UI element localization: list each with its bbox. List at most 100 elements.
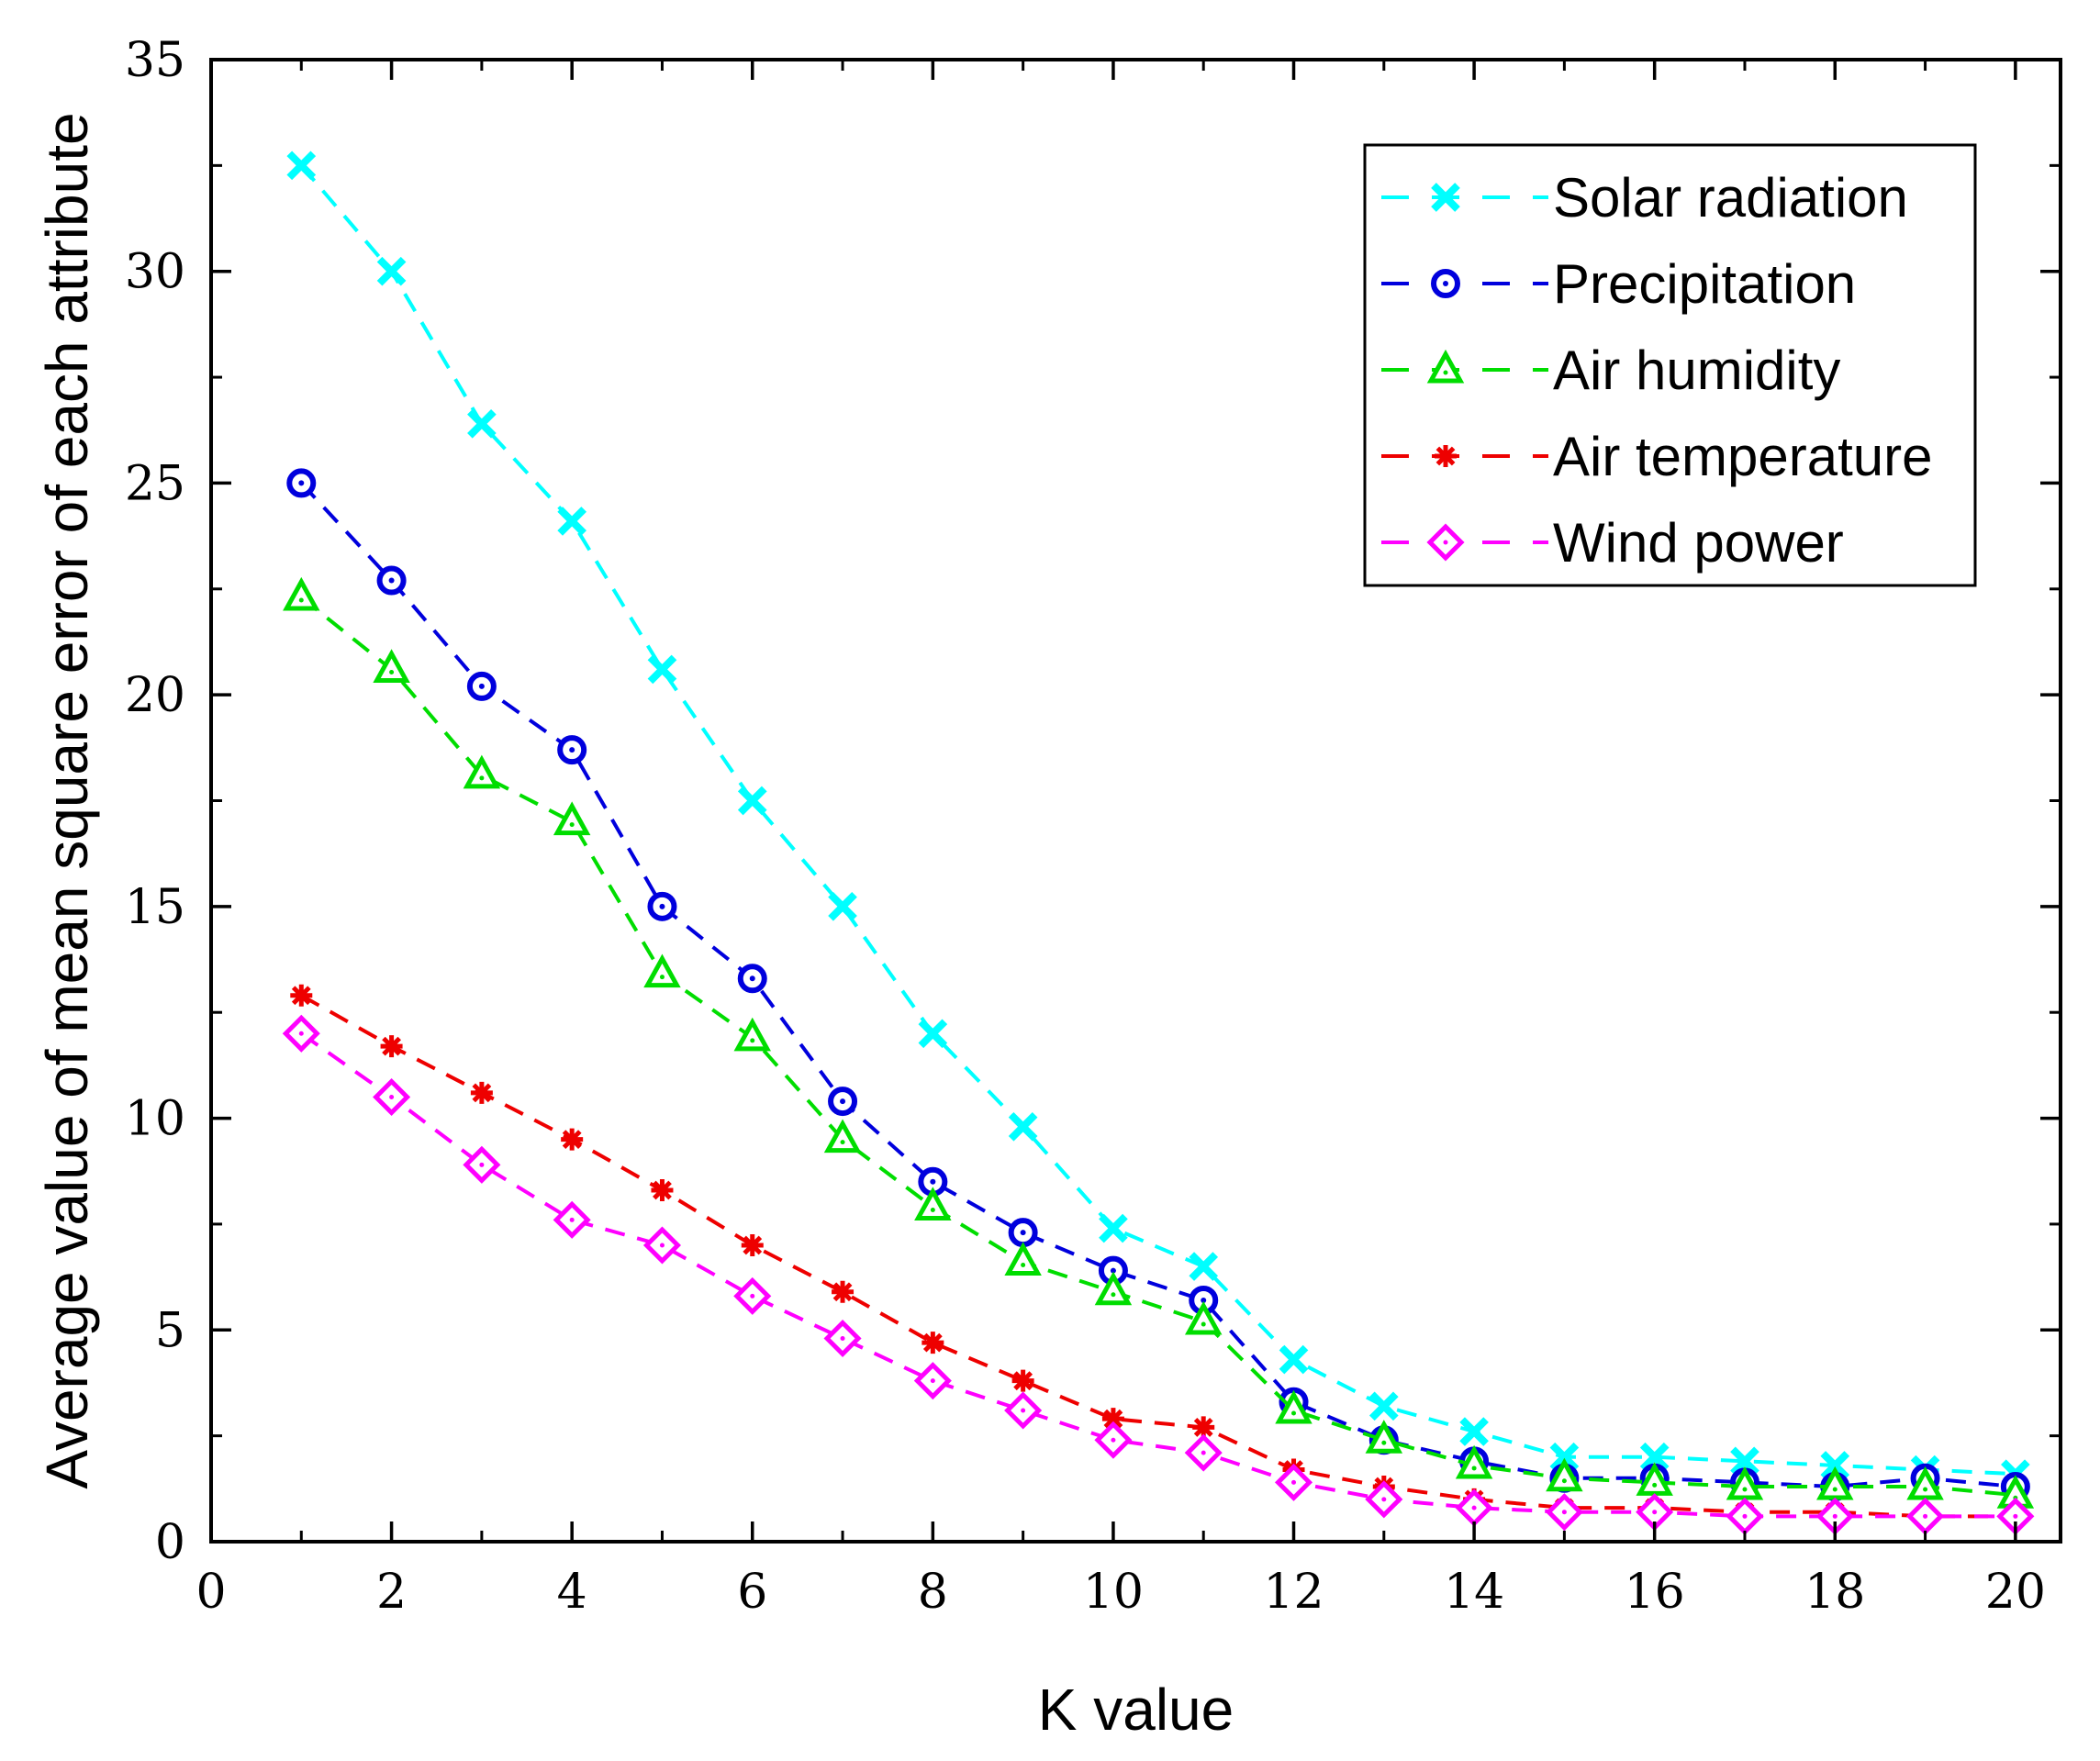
marker-triangle xyxy=(1546,1457,1583,1492)
data-point-solar-radiation xyxy=(376,256,407,286)
marker-dot xyxy=(569,747,575,753)
marker-dot xyxy=(1110,1267,1116,1274)
data-point-wind-power xyxy=(913,1362,952,1400)
marker-dot xyxy=(750,1293,755,1298)
marker-dot xyxy=(389,669,395,674)
data-point-wind-power xyxy=(1274,1463,1313,1501)
y-tick-label: 25 xyxy=(125,456,185,511)
data-point-solar-radiation xyxy=(1549,1442,1580,1472)
marker-triangle xyxy=(1275,1389,1312,1424)
data-point-air-temperature xyxy=(832,1280,855,1303)
marker-dot xyxy=(1201,1321,1206,1327)
legend-label-wind-power: Wind power xyxy=(1553,512,1844,574)
y-axis-title: Average value of mean square error of ea… xyxy=(34,112,100,1488)
legend-label-solar-radiation: Solar radiation xyxy=(1553,167,1908,228)
data-point-precipitation xyxy=(286,468,317,498)
legend: Solar radiation Precipitation Air humidity… xyxy=(1363,143,1977,587)
data-point-air-temperature xyxy=(1192,1416,1215,1439)
legend-box xyxy=(1363,143,1977,587)
data-point-air-temperature xyxy=(922,1332,944,1354)
marker-dot xyxy=(750,1038,755,1043)
data-point-wind-power xyxy=(642,1226,681,1265)
marker-dot xyxy=(1443,370,1448,375)
data-point-solar-radiation xyxy=(647,654,677,685)
marker-triangle xyxy=(1094,1271,1133,1306)
data-point-precipitation xyxy=(466,671,497,701)
data-point-precipitation xyxy=(557,735,587,765)
data-point-solar-radiation xyxy=(1459,1417,1489,1446)
marker-dot xyxy=(388,577,395,584)
data-point-wind-power xyxy=(373,1077,411,1117)
marker-triangle xyxy=(1455,1444,1493,1479)
data-point-wind-power xyxy=(1184,1433,1223,1472)
data-point-solar-radiation xyxy=(1008,1111,1038,1142)
marker-dot xyxy=(1201,1450,1206,1455)
data-point-wind-power xyxy=(1726,1497,1764,1535)
marker-dot xyxy=(1111,1292,1116,1298)
legend-marker-air-humidity xyxy=(1426,349,1465,384)
series-line-wind-power xyxy=(300,1031,2016,1519)
legend-item-air-temperature: Air temperature xyxy=(1381,426,1933,487)
marker-dot xyxy=(1201,1297,1207,1303)
y-tick-label: 30 xyxy=(125,245,185,300)
x-axis-title: K value xyxy=(1038,1677,1234,1743)
data-point-solar-radiation xyxy=(737,786,767,816)
marker-dot xyxy=(298,597,304,603)
marker-dot xyxy=(840,1336,845,1342)
marker-dot xyxy=(298,1031,304,1036)
data-point-air-humidity xyxy=(823,1119,862,1154)
data-point-wind-power xyxy=(553,1200,591,1239)
marker-dot xyxy=(1443,540,1448,545)
marker-dot xyxy=(1923,1487,1928,1492)
data-point-air-humidity xyxy=(463,754,501,789)
series-wind-power xyxy=(282,1014,2035,1535)
marker-dot xyxy=(930,1178,936,1185)
series-line-precipitation xyxy=(299,482,2016,1489)
x-tick-label: 8 xyxy=(918,1565,948,1620)
marker-dot xyxy=(1652,1510,1658,1515)
data-point-wind-power xyxy=(1545,1493,1583,1532)
data-point-air-humidity xyxy=(1184,1300,1223,1335)
legend-item-wind-power: Wind power xyxy=(1381,512,1844,574)
y-tick-label: 0 xyxy=(155,1515,185,1570)
marker-triangle xyxy=(1004,1242,1042,1276)
y-tick-label: 35 xyxy=(125,33,185,88)
marker-dot xyxy=(1111,1437,1116,1443)
data-point-air-temperature xyxy=(470,1081,493,1104)
data-point-wind-power xyxy=(463,1145,501,1184)
data-point-air-humidity xyxy=(1275,1389,1312,1424)
data-point-wind-power xyxy=(1906,1497,1945,1535)
plot-marks xyxy=(282,150,2035,1535)
data-point-air-humidity xyxy=(643,953,681,988)
marker-dot xyxy=(1471,1466,1477,1471)
y-tick-label: 5 xyxy=(155,1303,185,1358)
marker-dot xyxy=(1832,1513,1838,1519)
x-tick-label: 0 xyxy=(195,1565,226,1620)
marker-dot xyxy=(1021,1408,1026,1413)
legend-marker-solar-radiation xyxy=(1431,183,1460,212)
marker-dot xyxy=(659,1243,665,1248)
marker-dot xyxy=(1652,1482,1658,1488)
marker-dot xyxy=(1291,1479,1297,1485)
data-point-air-temperature xyxy=(651,1179,674,1202)
data-point-solar-radiation xyxy=(467,409,497,439)
marker-dot xyxy=(298,480,305,486)
data-point-air-temperature xyxy=(561,1128,584,1151)
marker-dot xyxy=(659,975,665,980)
marker-dot xyxy=(840,1140,845,1145)
x-tick-label: 14 xyxy=(1444,1565,1504,1620)
marker-dot xyxy=(1020,1230,1026,1236)
marker-dot xyxy=(1021,1262,1026,1267)
data-point-wind-power xyxy=(823,1319,862,1358)
marker-triangle xyxy=(553,801,591,836)
legend-item-solar-radiation: Solar radiation xyxy=(1381,167,1908,228)
marker-triangle xyxy=(1365,1420,1403,1454)
marker-dot xyxy=(1443,281,1448,286)
legend-marker-precipitation xyxy=(1431,269,1460,298)
data-point-solar-radiation xyxy=(286,150,317,181)
x-tick-label: 18 xyxy=(1804,1565,1865,1620)
legend-marker-wind-power xyxy=(1426,523,1465,562)
data-point-air-temperature xyxy=(1101,1408,1124,1431)
data-point-wind-power xyxy=(1455,1488,1493,1527)
data-point-air-humidity xyxy=(553,801,591,836)
